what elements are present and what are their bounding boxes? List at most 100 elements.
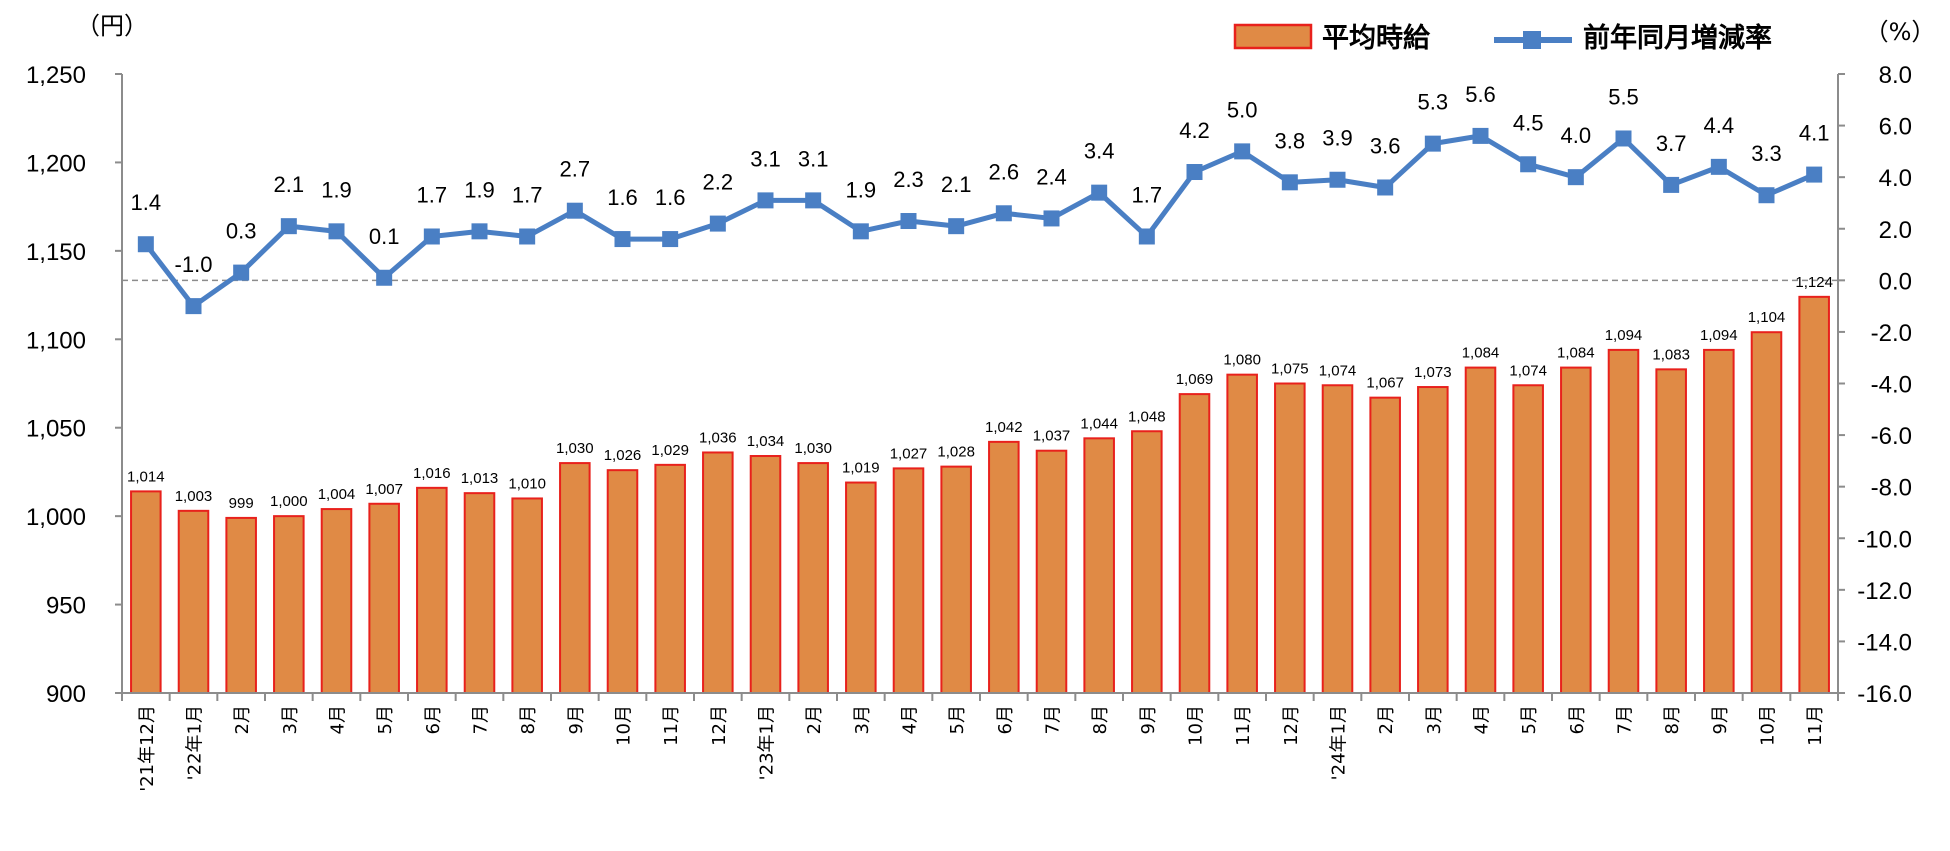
line-value-label: 0.3 [226,219,257,244]
right-tick-label: 6.0 [1879,114,1912,141]
bar [1703,348,1735,694]
line-marker [1424,135,1441,152]
line-value-label: 1.7 [512,182,543,207]
bar [368,502,400,694]
line-marker [1663,176,1680,193]
x-tick-label: 5月 [375,705,396,734]
bar-series [130,295,1830,695]
line-marker [1758,187,1775,204]
line-value-label: 1.9 [464,177,495,202]
bar-value-label: 1,048 [1128,408,1166,425]
x-tick-label: 3月 [852,705,873,734]
line-value-label: 2.6 [989,159,1020,184]
x-tick-label: 9月 [1710,705,1731,734]
bar [749,455,782,694]
legend: 平均時給 前年同月増減率 [1233,22,1772,54]
bar [177,509,210,694]
bar [940,465,972,694]
bar [702,451,734,694]
line-value-label: 4.5 [1513,110,1544,135]
bar-value-label: 1,000 [270,493,308,510]
x-tick-label: 11月 [1805,705,1826,746]
line-marker [471,223,488,240]
line-value-label: 3.1 [750,146,781,171]
line-value-label: 3.7 [1656,131,1687,156]
bar [606,469,639,694]
right-tick-label: 0.0 [1879,268,1912,295]
line-value-label: 3.3 [1751,141,1782,166]
bar-value-label: 1,084 [1557,345,1595,362]
line-marker [137,236,154,253]
x-tick-label: 4月 [328,705,349,734]
line-marker [328,223,345,240]
line-marker [1091,184,1108,201]
line-value-label: 4.2 [1179,118,1210,143]
line-marker [948,218,965,235]
x-tick-label: 2月 [804,705,825,734]
x-tick-label: 8月 [518,705,539,734]
right-tick-label: 4.0 [1879,165,1912,192]
left-tick-label: 1,100 [26,327,86,354]
line-value-label: -1.0 [175,252,213,277]
bar [1750,331,1783,694]
line-marker [1186,164,1203,181]
line-value-label: 4.0 [1561,123,1592,148]
x-tick-label: 2月 [232,705,253,734]
left-tick-label: 1,250 [26,62,86,89]
x-tick-label: 3月 [280,705,301,734]
line-value-label: 3.4 [1084,139,1115,164]
x-tick-label: '23年1月 [757,705,778,780]
line-value-label: 1.4 [131,190,162,215]
x-tick-label: 6月 [1567,705,1588,734]
line-marker [566,202,583,219]
bar-value-label: 1,004 [318,486,356,503]
x-tick-label: 4月 [900,705,921,734]
left-tick-label: 1,200 [26,150,86,177]
line-value-label: 5.3 [1418,90,1449,115]
line-marker [423,228,440,245]
x-tick-label: 11月 [1233,705,1254,746]
bar-value-label: 1,034 [747,433,785,450]
x-tick-label: 7月 [1043,705,1064,734]
line-value-label: 2.2 [703,170,734,195]
left-tick-label: 950 [46,593,86,620]
right-tick-label: -16.0 [1857,681,1912,708]
line-value-label: 5.6 [1465,82,1496,107]
left-tick-label: 900 [46,681,86,708]
bar-value-label: 1,037 [1033,428,1071,445]
line-value-label: 2.3 [893,167,924,192]
bar [1226,373,1258,694]
bar-value-label: 1,010 [508,475,546,492]
bar-value-label: 1,094 [1700,327,1738,344]
line-value-label: 1.9 [321,177,352,202]
x-tick-label: 10月 [614,705,635,746]
right-axis-unit: （%） [1865,18,1936,46]
bar [130,490,162,694]
bar-value-label: 1,124 [1795,274,1833,291]
right-tick-label: -14.0 [1857,629,1912,656]
line-marker [233,264,250,281]
bar-value-label: 1,030 [794,440,832,457]
line-marker [280,218,297,235]
line-marker [376,269,393,286]
line-marker [1806,166,1823,183]
bar-value-label: 1,104 [1748,309,1786,326]
line-marker [1281,174,1298,191]
right-tick-label: 2.0 [1879,217,1912,244]
bar [273,515,305,695]
line-value-label: 3.9 [1322,126,1353,151]
bar-value-label: 1,028 [937,444,975,461]
bar-value-label: 1,074 [1319,362,1357,379]
line-value-label: 2.1 [274,172,305,197]
line-marker [1234,143,1251,160]
line-series [137,127,1823,315]
bar-value-label: 1,007 [365,481,403,498]
bar [1131,430,1163,694]
bar [511,497,543,695]
line-value-label: 1.6 [607,185,638,210]
line-marker [852,223,869,240]
right-tick-label: -6.0 [1871,423,1912,450]
x-tick-label: 10月 [1186,705,1207,746]
bar [1464,366,1497,694]
x-tick-label: 10月 [1758,705,1779,746]
